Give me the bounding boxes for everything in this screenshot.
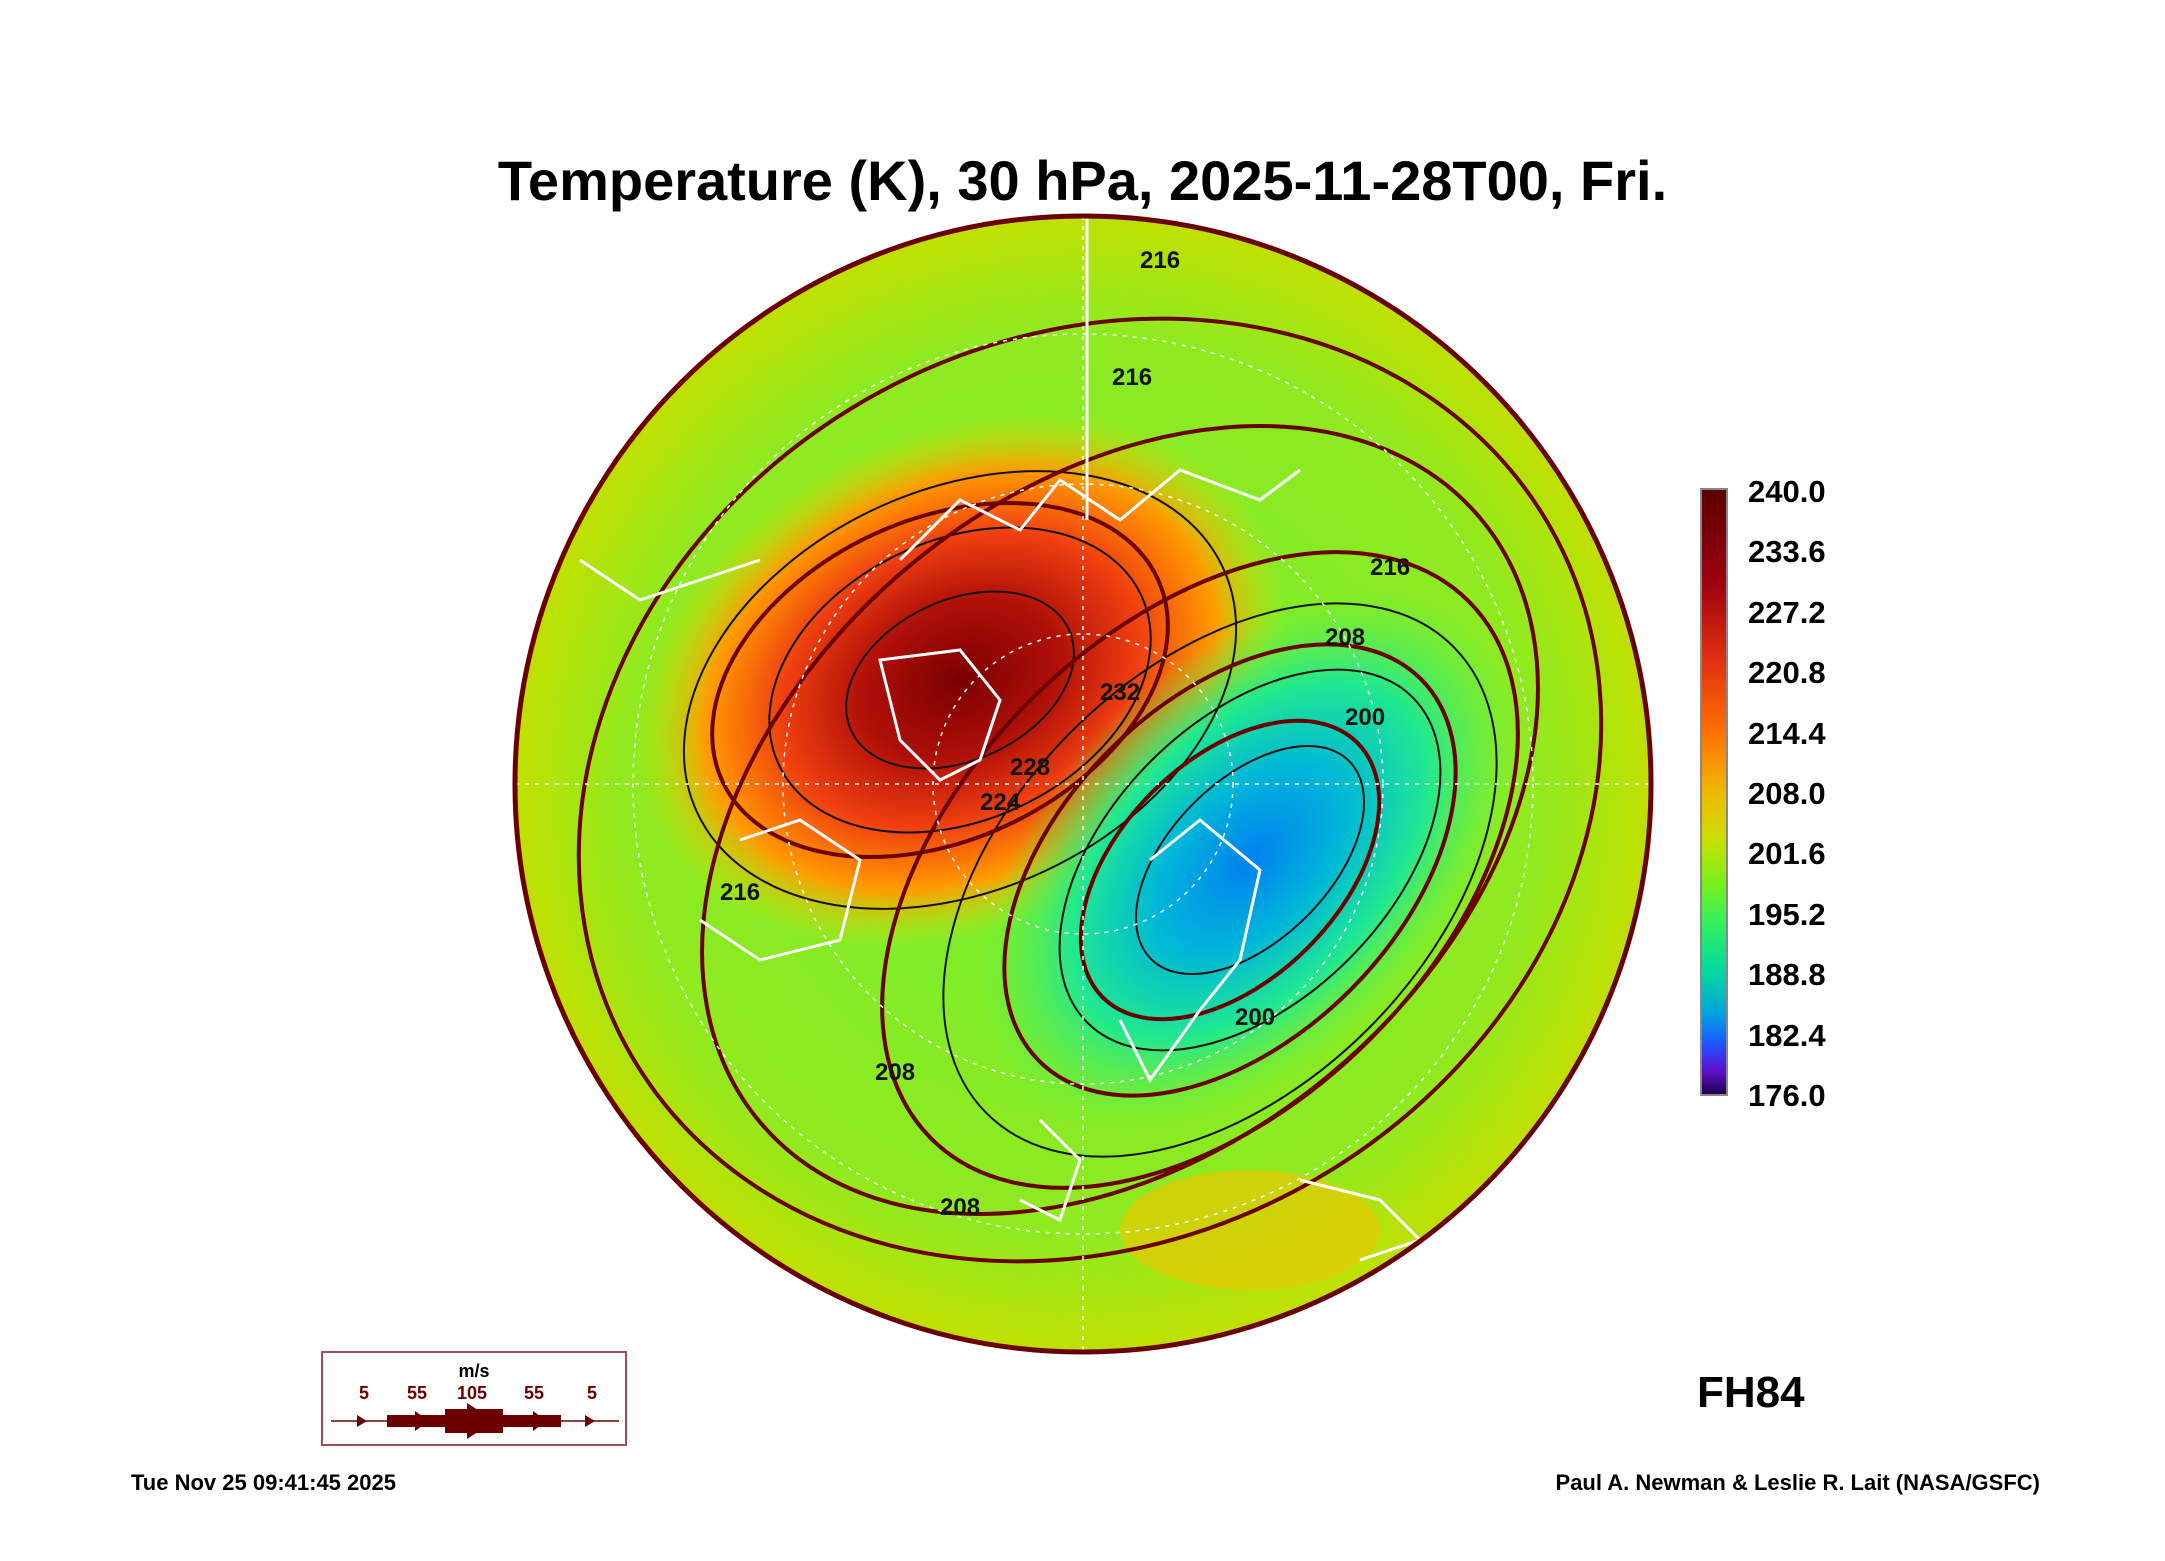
contour-label: 208 [940,1194,980,1221]
contour-label: 216 [1370,554,1410,581]
colorbar-tick-label: 201.6 [1748,836,1826,872]
wind-streamlines [576,316,1604,1264]
contour-labels: 216 216 216 216 224 228 232 208 200 200 … [720,247,1410,1221]
credit: Paul A. Newman & Leslie R. Lait (NASA/GS… [1555,1470,2040,1495]
wind-value: 5 [587,1383,598,1403]
colorbar-tick-label: 214.4 [1748,715,1826,751]
contour-label: 200 [1345,704,1385,731]
timestamp: Tue Nov 25 09:41:45 2025 [131,1470,396,1495]
colorbar [1700,488,1728,1096]
contour-label: 216 [1140,247,1180,274]
graticule [515,216,1651,1352]
coastlines [579,468,1423,1262]
contour-label: 208 [875,1059,915,1086]
contour-label: 216 [720,879,760,906]
contour-label: 216 [1112,364,1152,391]
contour-label: 208 [1325,624,1365,651]
temperature-contours [682,470,1498,1158]
colorbar-tick-label: 220.8 [1748,655,1826,691]
map-boundary [512,213,1654,1355]
chart-title: Temperature (K), 30 hPa, 2025-11-28T00, … [497,149,1668,212]
wind-unit: m/s [458,1361,490,1381]
colorbar-tick-label: 188.8 [1748,957,1826,993]
colorbar-tick-label: 240.0 [1748,474,1826,509]
wind-value: 55 [407,1383,428,1403]
wind-legend: m/s 5 55 105 55 5 [321,1351,627,1446]
wind-arrow-scale [331,1403,619,1439]
colorbar-tick-label: 195.2 [1748,896,1826,932]
contour-label: 232 [1100,679,1140,706]
contour-label: 200 [1235,1004,1275,1031]
colorbar-tick-label: 182.4 [1748,1017,1826,1053]
wind-value: 5 [359,1383,370,1403]
forecast-hour: FH84 [1697,1368,1805,1417]
colorbar-tick-label: 208.0 [1748,776,1826,811]
wind-value: 55 [524,1383,545,1403]
colorbar-tick-label: 176.0 [1748,1078,1826,1113]
wind-value: 105 [457,1383,488,1403]
colorbar-tick-label: 233.6 [1748,534,1826,570]
colorbar-tick-label: 227.2 [1748,594,1826,630]
temperature-field [515,216,1651,1352]
contour-label: 224 [980,789,1021,816]
contour-label: 228 [1010,754,1050,781]
